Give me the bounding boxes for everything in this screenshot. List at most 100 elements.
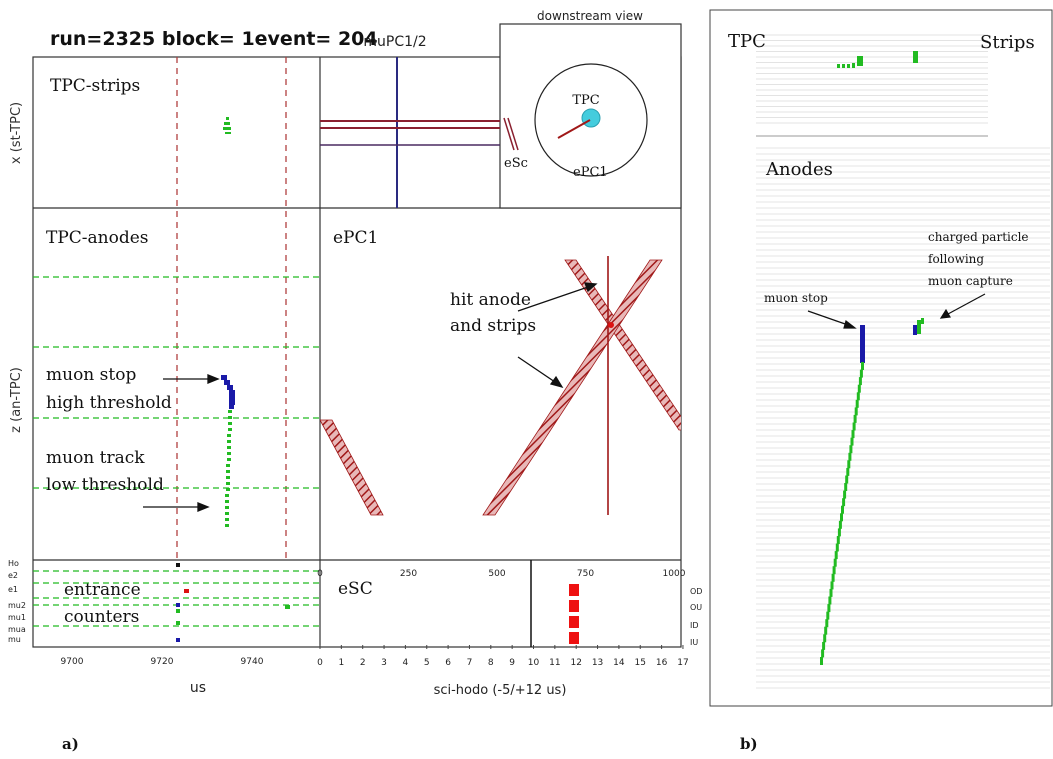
panel-b-anodes-label: Anodes xyxy=(765,159,833,180)
ann-low-threshold: low threshold xyxy=(46,475,164,495)
panel-b-capture-hits xyxy=(917,318,924,334)
muon-track-segment xyxy=(830,581,834,590)
panel-b-tpc-label: TPC xyxy=(728,31,766,52)
esc-x-tick: 17 xyxy=(677,658,688,668)
panel-a-letter: a) xyxy=(62,735,79,753)
muon-track-segment xyxy=(844,483,848,491)
strip-hits xyxy=(223,117,231,134)
panel-b-charged-1: charged particle xyxy=(928,230,1029,244)
esc-x-tick: 2 xyxy=(360,658,366,668)
epc1-top-tick: 250 xyxy=(400,569,417,579)
panel-b: TPC Strips Anodes muon stop charged part… xyxy=(709,9,1053,753)
muon-track-segment xyxy=(821,649,825,658)
muon-track-segment xyxy=(851,430,855,439)
muon-track-segment xyxy=(843,490,847,499)
muon-track-segment xyxy=(837,528,841,537)
arrow-hit-anode xyxy=(517,282,598,312)
esc-x-ticks: 0 1 2 3 4 5 6 7 8 9 10 11 12 13 14 15 16 17 xyxy=(317,645,689,668)
esc-label: eSC xyxy=(338,579,373,599)
muon-track-segment xyxy=(854,407,858,416)
muon-track-segment xyxy=(855,399,859,408)
muon-track-segment xyxy=(850,437,854,446)
ann-muon-track: muon track xyxy=(46,448,145,468)
panel-b-strips-label: Strips xyxy=(980,32,1035,53)
tpc-strips-label: TPC-strips xyxy=(50,76,140,96)
muon-track-segment xyxy=(828,596,832,605)
muon-track-hits xyxy=(225,410,232,527)
run-header: run=2325 block= 1event= 204 xyxy=(50,28,378,50)
muon-track-segment xyxy=(822,641,826,650)
esc-x-tick: 9 xyxy=(509,658,515,668)
epc1-top-tick: 1000 xyxy=(663,569,686,579)
us-tick: 9700 xyxy=(61,657,84,667)
muon-track-segment xyxy=(849,445,853,454)
downstream-title: downstream view xyxy=(537,9,643,23)
muon-track-segment xyxy=(827,604,831,613)
epc1-label: ePC1 xyxy=(333,228,378,248)
esc-x-tick: 14 xyxy=(613,658,625,668)
muon-track-segment xyxy=(856,392,860,401)
us-tick: 9720 xyxy=(151,657,174,667)
muon-track-segment xyxy=(832,566,836,575)
arrow-muon-track xyxy=(143,502,210,512)
us-axis: us xyxy=(190,680,206,696)
esc-right-label: ID xyxy=(690,621,699,630)
muon-track-segment xyxy=(831,573,835,582)
entrance-channel-label: Ho xyxy=(8,559,19,568)
strip-grid xyxy=(756,34,988,137)
panel-b-strip-hits xyxy=(837,51,918,68)
tpc-strips-y-axis: x (st-TPC) xyxy=(9,102,24,164)
muon-track-segment xyxy=(820,657,823,665)
entrance-channel-label: e1 xyxy=(8,585,18,594)
muon-track-segment xyxy=(834,551,838,560)
entrance-label-2: counters xyxy=(64,607,139,627)
muon-stop-hits xyxy=(221,375,235,409)
esc-right-labels: OD OU ID IU xyxy=(690,587,702,647)
muon-track-segment xyxy=(852,422,856,431)
muon-track-segment xyxy=(823,634,827,643)
muon-track-segment xyxy=(825,619,829,628)
esc-x-tick: 4 xyxy=(403,658,409,668)
muon-track-segment xyxy=(859,369,863,378)
arrow-panel-b-muon-stop xyxy=(807,310,857,329)
esc-x-tick: 13 xyxy=(592,658,603,668)
entrance-channel-label: mu1 xyxy=(8,613,26,622)
esc-x-tick: 11 xyxy=(549,658,560,668)
muon-track-segment xyxy=(835,543,839,552)
tpc-anodes-y-axis: z (an-TPC) xyxy=(9,367,24,433)
muon-track-segment xyxy=(824,626,828,635)
panel-b-muon-track xyxy=(820,362,864,665)
panel-b-muon-stop: muon stop xyxy=(764,291,828,305)
epc1-top-tick: 500 xyxy=(488,569,505,579)
tpc-anodes-label: TPC-anodes xyxy=(46,228,149,248)
tpc-target xyxy=(581,108,601,128)
ann-hit-anode: hit anode xyxy=(450,290,531,310)
esc-x-tick: 5 xyxy=(424,658,430,668)
panel-a: run=2325 block= 1event= 204 downstream v… xyxy=(8,9,702,753)
ann-and-strips: and strips xyxy=(450,316,536,336)
esc-right-label: OD xyxy=(690,587,702,596)
downstream-tpc-label: TPC xyxy=(572,93,599,108)
epc1-ring xyxy=(534,63,648,177)
ann-high-threshold: high threshold xyxy=(46,393,172,413)
muon-track-segment xyxy=(848,452,852,461)
esc-x-tick: 12 xyxy=(570,658,581,668)
panel-b-charged-2: following xyxy=(928,252,984,266)
esc-x-tick: 6 xyxy=(445,658,451,668)
epc1-hits xyxy=(320,256,681,516)
esc-x-axis: sci-hodo (-5/+12 us) xyxy=(434,683,567,698)
entrance-channel-label: mu2 xyxy=(8,601,26,610)
muon-track-segment xyxy=(846,467,850,476)
muon-track-segment xyxy=(861,362,864,370)
arrow-panel-b-charged xyxy=(939,293,986,319)
mupc-label: muPC1/2 xyxy=(363,34,426,50)
muon-track-segment xyxy=(838,520,842,529)
muon-track-segment xyxy=(829,588,833,597)
entrance-channel-label: mua xyxy=(8,625,26,634)
us-ticks: 9700 9720 9740 xyxy=(61,657,264,667)
esc-x-tick: 10 xyxy=(528,658,540,668)
esc-x-tick: 0 xyxy=(317,658,323,668)
muon-track-segment xyxy=(853,414,857,423)
arrow-muon-stop xyxy=(163,374,220,384)
